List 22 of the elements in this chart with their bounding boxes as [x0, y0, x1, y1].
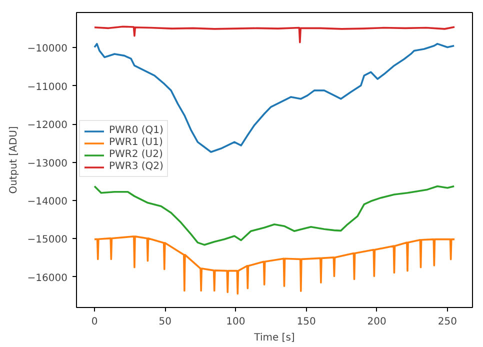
x-tick-label: 0 — [91, 316, 98, 328]
x-tick-label: 100 — [226, 316, 246, 328]
legend-label: PWR3 (Q2) — [109, 161, 164, 172]
y-tick-label: −12000 — [27, 120, 68, 132]
y-tick-label: −16000 — [27, 272, 68, 284]
y-tick-label: −15000 — [27, 234, 68, 246]
line-series — [94, 236, 456, 295]
line-series — [94, 26, 456, 44]
y-axis-title: Output [ADU] — [8, 126, 20, 194]
x-tick-label: 200 — [367, 316, 386, 328]
y-tick-label: −13000 — [27, 158, 68, 170]
y-tick-label: −14000 — [27, 196, 68, 208]
x-axis-title: Time [s] — [253, 332, 295, 344]
legend-label: PWR1 (U1) — [109, 137, 163, 148]
line-series — [94, 185, 455, 246]
y-tick-label: −10000 — [27, 44, 68, 55]
x-tick-label: 50 — [158, 316, 172, 328]
legend-label: PWR2 (U2) — [109, 149, 163, 160]
y-tick-label: −11000 — [27, 82, 68, 93]
x-tick-label: 150 — [296, 316, 316, 328]
legend-label: PWR0 (Q1) — [109, 125, 164, 136]
x-tick-label: 250 — [438, 316, 457, 328]
